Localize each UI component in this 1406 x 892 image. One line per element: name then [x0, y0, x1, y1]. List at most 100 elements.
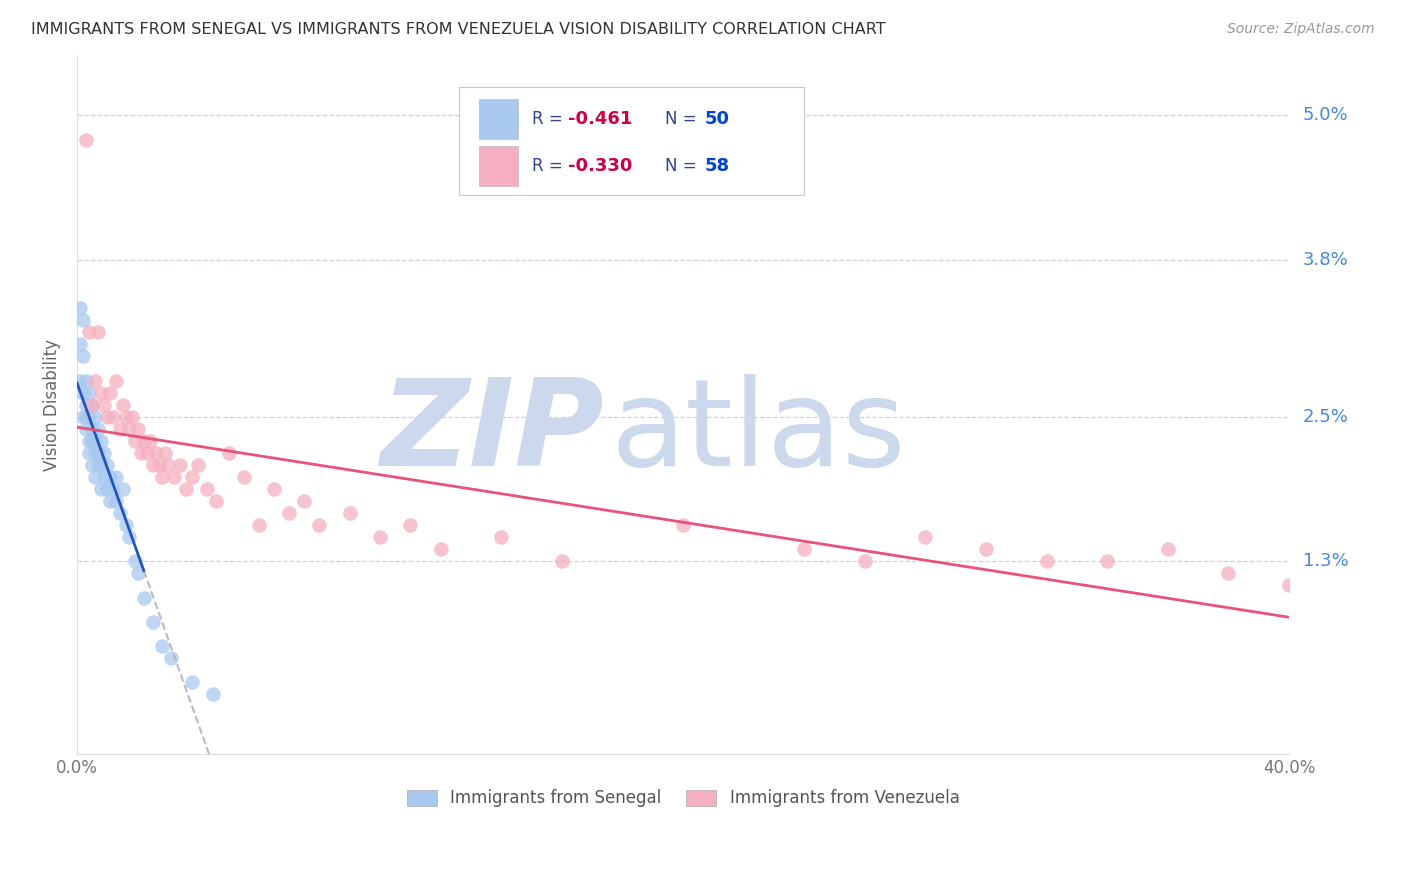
- Text: 5.0%: 5.0%: [1303, 106, 1348, 124]
- Point: [127, 566, 149, 581]
- Point: [150, 639, 173, 653]
- Point: [72, 350, 94, 364]
- Point: [142, 615, 165, 629]
- Point: [100, 470, 122, 484]
- Text: 3.8%: 3.8%: [1303, 251, 1348, 269]
- Point: [90, 385, 112, 400]
- Text: 58: 58: [704, 157, 730, 175]
- Text: -0.461: -0.461: [568, 110, 633, 128]
- Point: [103, 482, 125, 496]
- Point: [84, 409, 107, 424]
- Point: [1157, 542, 1180, 557]
- Point: [1035, 554, 1057, 568]
- Point: [132, 434, 155, 448]
- Text: N =: N =: [665, 157, 702, 175]
- Point: [551, 554, 574, 568]
- Point: [69, 301, 91, 316]
- Point: [84, 434, 107, 448]
- Point: [181, 470, 204, 484]
- Point: [153, 446, 176, 460]
- Point: [77, 326, 100, 340]
- Point: [127, 422, 149, 436]
- Point: [429, 542, 451, 557]
- Point: [308, 518, 330, 533]
- Text: 2.5%: 2.5%: [1303, 408, 1348, 425]
- Point: [77, 434, 100, 448]
- Point: [108, 506, 131, 520]
- Point: [96, 458, 118, 472]
- Point: [142, 458, 165, 472]
- Point: [672, 518, 695, 533]
- Point: [914, 530, 936, 544]
- Point: [96, 482, 118, 496]
- Point: [90, 434, 112, 448]
- Point: [156, 458, 179, 472]
- Point: [232, 470, 254, 484]
- Point: [491, 530, 513, 544]
- Point: [87, 446, 110, 460]
- Point: [124, 434, 146, 448]
- Point: [124, 554, 146, 568]
- Point: [368, 530, 391, 544]
- Point: [75, 398, 97, 412]
- Text: 1.3%: 1.3%: [1303, 552, 1348, 570]
- Point: [1278, 578, 1301, 592]
- Point: [75, 374, 97, 388]
- Point: [93, 470, 115, 484]
- Point: [82, 434, 104, 448]
- Point: [90, 458, 112, 472]
- Point: [100, 385, 122, 400]
- Point: [111, 398, 134, 412]
- Point: [90, 482, 112, 496]
- Point: [84, 470, 107, 484]
- Point: [75, 422, 97, 436]
- Point: [1097, 554, 1119, 568]
- Point: [160, 650, 183, 665]
- Point: [105, 470, 128, 484]
- Point: [82, 398, 104, 412]
- Point: [129, 446, 152, 460]
- Point: [77, 385, 100, 400]
- Text: atlas: atlas: [610, 374, 905, 491]
- Point: [148, 458, 170, 472]
- Point: [195, 482, 218, 496]
- Text: IMMIGRANTS FROM SENEGAL VS IMMIGRANTS FROM VENEZUELA VISION DISABILITY CORRELATI: IMMIGRANTS FROM SENEGAL VS IMMIGRANTS FR…: [31, 22, 886, 37]
- Point: [69, 337, 91, 351]
- Point: [292, 494, 315, 508]
- Point: [339, 506, 361, 520]
- Y-axis label: Vision Disability: Vision Disability: [44, 339, 60, 471]
- Point: [174, 482, 197, 496]
- Point: [75, 132, 97, 146]
- Text: 50: 50: [704, 110, 730, 128]
- Legend: Immigrants from Senegal, Immigrants from Venezuela: Immigrants from Senegal, Immigrants from…: [398, 781, 967, 816]
- Point: [75, 409, 97, 424]
- Point: [69, 374, 91, 388]
- Point: [853, 554, 876, 568]
- FancyBboxPatch shape: [479, 99, 519, 139]
- Point: [150, 470, 173, 484]
- Point: [263, 482, 285, 496]
- Text: Source: ZipAtlas.com: Source: ZipAtlas.com: [1227, 22, 1375, 37]
- Point: [132, 591, 155, 605]
- Point: [82, 422, 104, 436]
- Text: -0.330: -0.330: [568, 157, 633, 175]
- FancyBboxPatch shape: [479, 145, 519, 186]
- Point: [72, 409, 94, 424]
- Point: [247, 518, 270, 533]
- Point: [103, 409, 125, 424]
- Point: [117, 422, 139, 436]
- Point: [1218, 566, 1240, 581]
- Point: [793, 542, 815, 557]
- Point: [87, 458, 110, 472]
- Point: [77, 446, 100, 460]
- Point: [163, 470, 186, 484]
- Point: [181, 674, 204, 689]
- Point: [87, 422, 110, 436]
- Point: [974, 542, 997, 557]
- Point: [84, 374, 107, 388]
- Point: [72, 313, 94, 327]
- Point: [87, 326, 110, 340]
- Point: [145, 446, 167, 460]
- Point: [84, 446, 107, 460]
- Point: [121, 409, 143, 424]
